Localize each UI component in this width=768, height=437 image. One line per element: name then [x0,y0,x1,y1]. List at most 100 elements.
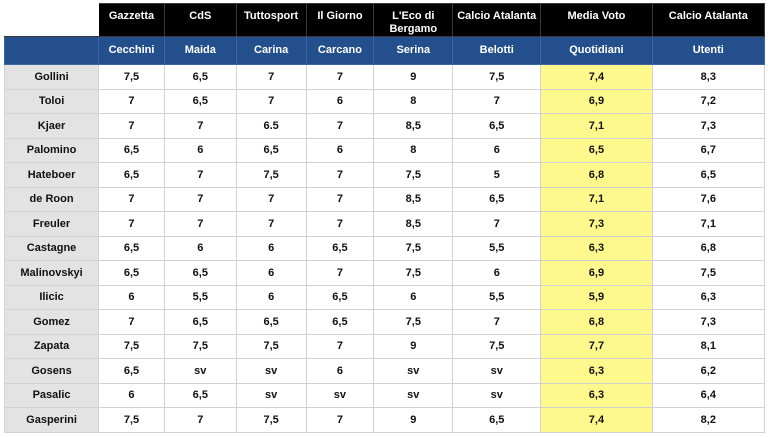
rating-cell: 7 [163,186,237,212]
player-name-cell: Gasperini [3,407,100,433]
rating-cell: 6 [235,284,307,310]
rating-cell: 6,5 [163,382,237,408]
player-name-cell: Kjaer [3,113,100,139]
header-eco-di-bergamo: L'Eco di Bergamo [373,3,454,37]
header-il-giorno: Il Giorno [305,3,375,37]
header-cds: CdS [163,3,237,37]
rating-cell: 7 [235,88,307,114]
media-voto-cell: 7,4 [540,407,653,433]
rating-cell: 7 [305,260,375,286]
player-name-cell: Pasalic [3,382,100,408]
rating-cell: 6,5 [98,137,165,163]
media-voto-cell: 7,4 [540,64,653,90]
media-voto-cell: 6,9 [540,260,653,286]
sub-header-cecchini: Cecchini [98,36,165,65]
table-row: Pasalic 6 6,5 sv sv sv sv 6,3 6,4 [3,382,766,408]
rating-cell: 9 [373,407,454,433]
header-row-authors: Cecchini Maida Carina Carcano Serina Bel… [3,36,766,65]
rating-cell: 7 [98,211,165,237]
rating-cell: 5,5 [452,235,542,261]
rating-cell: 8,5 [373,186,454,212]
rating-cell: 7 [163,407,237,433]
rating-cell: 7 [163,162,237,188]
rating-cell: 7,5 [235,162,307,188]
rating-cell: sv [452,358,542,384]
player-name-cell: Castagne [3,235,100,261]
player-ratings-table: Gazzetta CdS Tuttosport Il Giorno L'Eco … [3,3,766,433]
user-rating-cell: 6,5 [651,162,766,188]
user-rating-cell: 7,3 [651,113,766,139]
rating-cell: sv [305,382,375,408]
rating-cell: 7 [452,309,542,335]
rating-cell: 6 [163,235,237,261]
rating-cell: 7 [98,113,165,139]
rating-cell: 7 [305,333,375,359]
user-rating-cell: 8,2 [651,407,766,433]
rating-cell: 6,5 [235,309,307,335]
sub-header-carina: Carina [235,36,307,65]
user-rating-cell: 6,7 [651,137,766,163]
media-voto-cell: 6,8 [540,162,653,188]
player-name-cell: Gosens [3,358,100,384]
rating-cell: 7,5 [452,64,542,90]
rating-cell: 7,5 [373,260,454,286]
header-corner-blank [3,3,100,37]
rating-cell: 5,5 [452,284,542,310]
table-row: Ilicic 6 5,5 6 6,5 6 5,5 5,9 6,3 [3,284,766,310]
table-row: Zapata 7,5 7,5 7,5 7 9 7,5 7,7 8,1 [3,333,766,359]
rating-cell: 7 [305,211,375,237]
player-name-cell: Gollini [3,64,100,90]
header-calcio-atalanta-users: Calcio Atalanta [651,3,766,37]
rating-cell: 7,5 [373,162,454,188]
rating-cell: 6,5 [452,407,542,433]
header-media-voto: Media Voto [540,3,653,37]
rating-cell: 6,5 [452,113,542,139]
rating-cell: 6,5 [452,186,542,212]
player-name-cell: Hateboer [3,162,100,188]
rating-cell: 7 [305,186,375,212]
user-rating-cell: 6,8 [651,235,766,261]
rating-cell: 6,5 [235,137,307,163]
table-row: Castagne 6,5 6 6 6,5 7,5 5,5 6,3 6,8 [3,235,766,261]
rating-cell: 6 [305,358,375,384]
rating-cell: 6,5 [305,235,375,261]
rating-cell: 7 [452,211,542,237]
media-voto-cell: 6,3 [540,358,653,384]
rating-cell: 6 [163,137,237,163]
user-rating-cell: 7,6 [651,186,766,212]
rating-cell: 6 [98,382,165,408]
table-row: Kjaer 7 7 6.5 7 8,5 6,5 7,1 7,3 [3,113,766,139]
rating-cell: 7,5 [98,64,165,90]
user-rating-cell: 6,4 [651,382,766,408]
player-name-cell: Freuler [3,211,100,237]
player-name-cell: Gomez [3,309,100,335]
rating-cell: 7 [98,309,165,335]
header-gazzetta: Gazzetta [98,3,165,37]
rating-cell: sv [163,358,237,384]
rating-cell: 6 [373,284,454,310]
sub-header-utenti: Utenti [651,36,766,65]
rating-cell: 7,5 [235,333,307,359]
user-rating-cell: 7,5 [651,260,766,286]
sub-header-carcano: Carcano [305,36,375,65]
user-rating-cell: 7,3 [651,309,766,335]
rating-cell: sv [452,382,542,408]
rating-cell: 6 [452,137,542,163]
media-voto-cell: 6,8 [540,309,653,335]
rating-cell: 7,5 [163,333,237,359]
table-row: Gosens 6,5 sv sv 6 sv sv 6,3 6,2 [3,358,766,384]
user-rating-cell: 7,2 [651,88,766,114]
header-calcio-atalanta: Calcio Atalanta [452,3,542,37]
rating-cell: 6 [235,260,307,286]
rating-cell: 7 [305,113,375,139]
player-name-cell: Zapata [3,333,100,359]
rating-cell: 7,5 [98,407,165,433]
rating-cell: 5 [452,162,542,188]
rating-cell: 7,5 [373,309,454,335]
header-row-newspapers: Gazzetta CdS Tuttosport Il Giorno L'Eco … [3,3,766,37]
rating-cell: 8 [373,137,454,163]
sub-header-quotidiani: Quotidiani [540,36,653,65]
rating-cell: 7 [305,64,375,90]
rating-cell: 6 [305,88,375,114]
rating-cell: 6,5 [305,309,375,335]
